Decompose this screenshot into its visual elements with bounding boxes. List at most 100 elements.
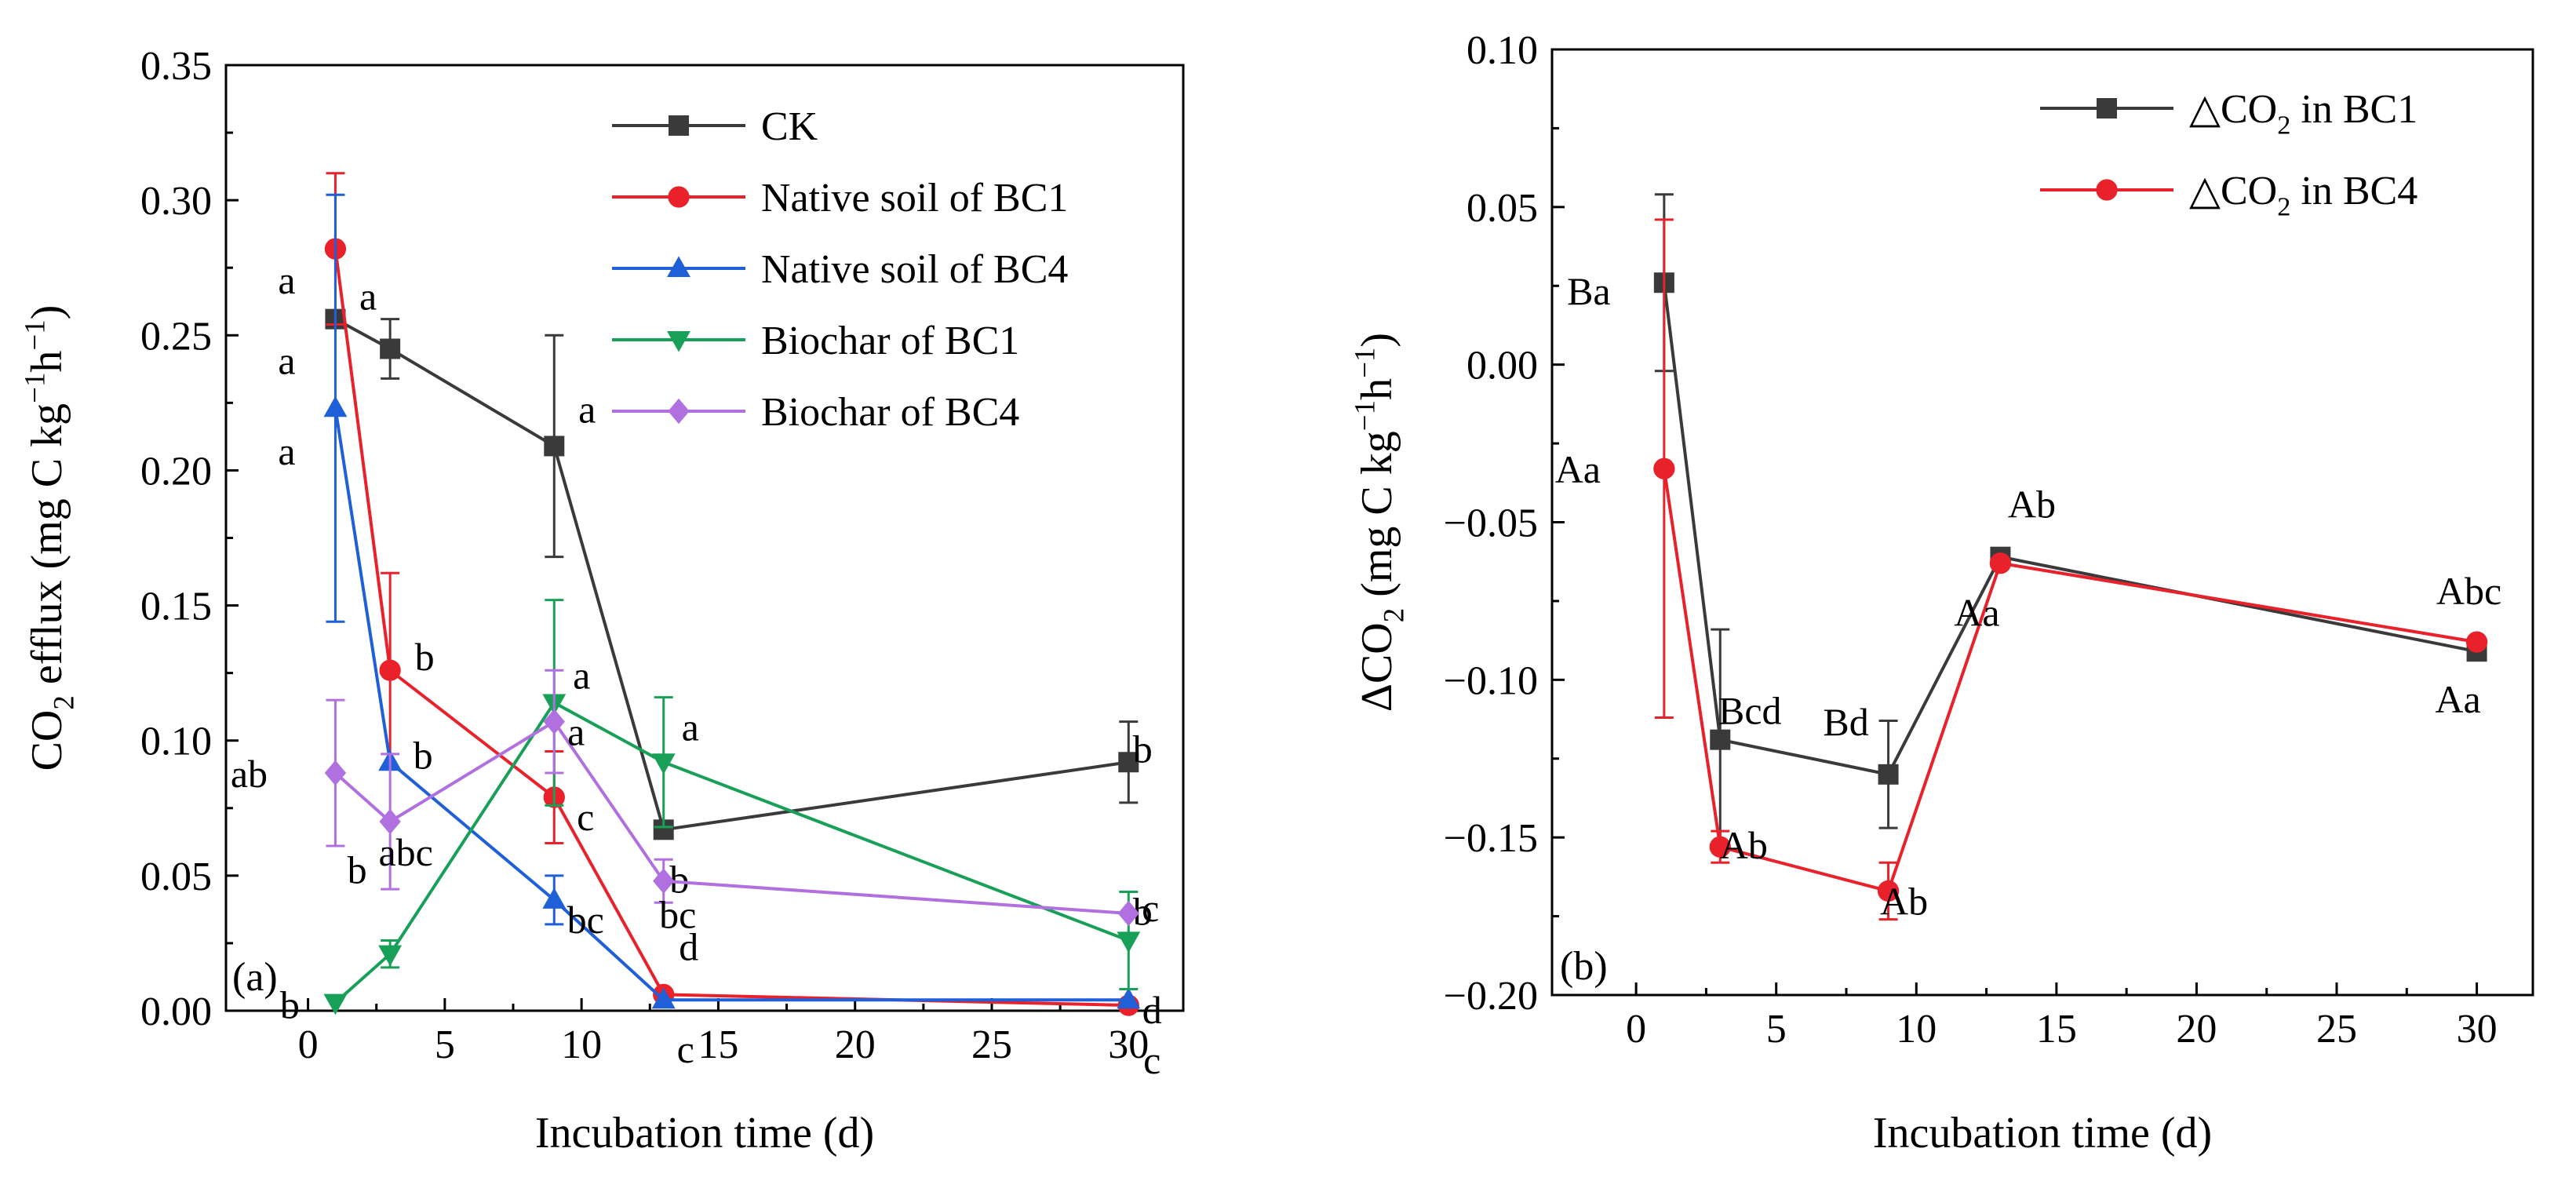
- y-tick-label: 0.00: [1467, 344, 1538, 388]
- significance-letter: a: [578, 387, 596, 431]
- significance-letter: d: [679, 924, 698, 968]
- significance-letter: Ab: [1880, 879, 1928, 923]
- significance-letter: c: [677, 1027, 694, 1071]
- y-axis-title-part: −1: [1349, 348, 1381, 378]
- y-tick-label: 0.20: [140, 449, 212, 494]
- legend-marker: [2096, 179, 2118, 201]
- y-axis-title-part: −1: [19, 373, 51, 403]
- legend-marker: [668, 186, 690, 208]
- y-axis-title-part: 2: [48, 695, 80, 709]
- y-tick-label: 0.10: [140, 720, 212, 764]
- x-axis-title: Incubation time (d): [535, 1109, 874, 1157]
- significance-letter: bc: [567, 898, 604, 942]
- significance-letter: abc: [378, 830, 432, 874]
- legend: △CO2 in BC1△CO2 in BC4: [2040, 87, 2418, 222]
- y-axis-title: ΔCO2 (mg C kg−1h−1): [1349, 333, 1410, 712]
- legend-label: Biochar of BC1: [761, 319, 1019, 363]
- legend-label: Native soil of BC4: [761, 247, 1068, 292]
- y-axis-title-part: −1: [19, 319, 51, 350]
- significance-letter: bc: [659, 893, 696, 937]
- y-tick-label: 0.05: [1467, 186, 1538, 231]
- y-tick-label: −0.20: [1444, 974, 1538, 1019]
- y-axis-title-part: ): [1353, 333, 1401, 348]
- data-point: [542, 888, 567, 909]
- y-axis-title-part: h: [1353, 378, 1401, 400]
- significance-letter: ab: [231, 752, 268, 796]
- chart-panel-b: 0 5 10 15 20 25 30 −0.20 −0.15 −0.10 −0.05 0.00 0.05…: [1349, 28, 2534, 1157]
- y-axis-title-part: −1: [1349, 400, 1381, 431]
- y-tick-label: 0.00: [140, 990, 212, 1034]
- data-point: [323, 993, 348, 1015]
- y-axis-title-part: efflux (mg C kg: [23, 403, 71, 695]
- series-line: [333, 407, 1129, 1002]
- series-1: Aa Ab Ab Aa Abc: [1555, 218, 2501, 923]
- panel-label: (b): [1560, 944, 1608, 989]
- y-axis-title-part: (mg C kg: [1353, 431, 1401, 608]
- significance-letter: b: [280, 983, 300, 1027]
- significance-letter: b: [1133, 727, 1153, 771]
- data-point: [2465, 631, 2488, 653]
- data-point: [1117, 931, 1141, 953]
- y-tick-label: 0.25: [140, 314, 212, 359]
- x-tick-label: 25: [2316, 1007, 2357, 1052]
- y-tick-label: 0.05: [140, 855, 212, 899]
- significance-letter: b: [669, 857, 689, 901]
- x-axis-title: Incubation time (d): [1873, 1109, 2212, 1157]
- significance-letter: a: [573, 654, 590, 698]
- data-point: [1117, 900, 1139, 927]
- significance-letter: a: [278, 339, 295, 383]
- series-0: a a a b b: [278, 275, 1152, 902]
- significance-letter: Bcd: [1718, 689, 1782, 733]
- significance-letter: Bd: [1823, 700, 1868, 744]
- significance-letter: c: [1142, 886, 1159, 930]
- y-axis-title-part: CO: [23, 710, 71, 771]
- x-tick-label: 0: [298, 1022, 319, 1067]
- significance-letter: b: [348, 848, 367, 892]
- x-tick-label: 20: [2176, 1007, 2217, 1052]
- x-tick-label: 15: [698, 1022, 738, 1067]
- data-point: [378, 945, 403, 967]
- x-tick-label: 5: [1766, 1007, 1787, 1052]
- data-point: [1117, 987, 1141, 1009]
- chart-panel-a: 0 5 10 15 20 25 30 0.00 0.05 0.10 0.15 0.20 0.25 0.30…: [19, 44, 1185, 1157]
- x-tick-label: 0: [1626, 1007, 1646, 1052]
- significance-letter: Ba: [1567, 269, 1611, 313]
- legend-label-part: in BC1: [2290, 87, 2418, 132]
- legend-marker: [667, 256, 690, 278]
- significance-letter: Ab: [1720, 823, 1768, 867]
- data-point: [1989, 552, 2012, 574]
- data-point: [653, 868, 675, 894]
- x-tick-label: 5: [435, 1022, 455, 1067]
- data-point: [323, 395, 348, 417]
- panel-label: (a): [232, 955, 278, 1000]
- y-axis-title-part: ΔCO: [1353, 622, 1401, 712]
- x-tick-label: 10: [561, 1022, 602, 1067]
- y-axis-title-part: h: [23, 351, 71, 373]
- legend-label: Native soil of BC1: [761, 176, 1068, 221]
- series-line: [1662, 282, 2477, 777]
- x-tick-label: 20: [835, 1022, 876, 1067]
- data-point: [651, 753, 676, 775]
- data-point: [543, 709, 565, 734]
- x-tick-label: 10: [1896, 1007, 1937, 1052]
- significance-letter: c: [577, 795, 594, 839]
- y-tick-label: 0.15: [140, 585, 212, 629]
- legend-label-part: △CO: [2189, 169, 2277, 213]
- data-point: [379, 659, 401, 681]
- x-tick-label: 15: [2036, 1007, 2077, 1052]
- legend-marker: [667, 330, 690, 352]
- data-point: [1118, 752, 1139, 773]
- significance-letter: Aa: [1555, 447, 1601, 491]
- data-point: [1877, 880, 1900, 902]
- legend-label-part: △CO: [2189, 87, 2277, 132]
- data-point: [324, 760, 347, 786]
- data-point: [651, 987, 676, 1009]
- data-point: [380, 338, 401, 359]
- y-axis-title-part: 2: [1378, 608, 1410, 622]
- significance-letter: Abc: [2436, 569, 2501, 613]
